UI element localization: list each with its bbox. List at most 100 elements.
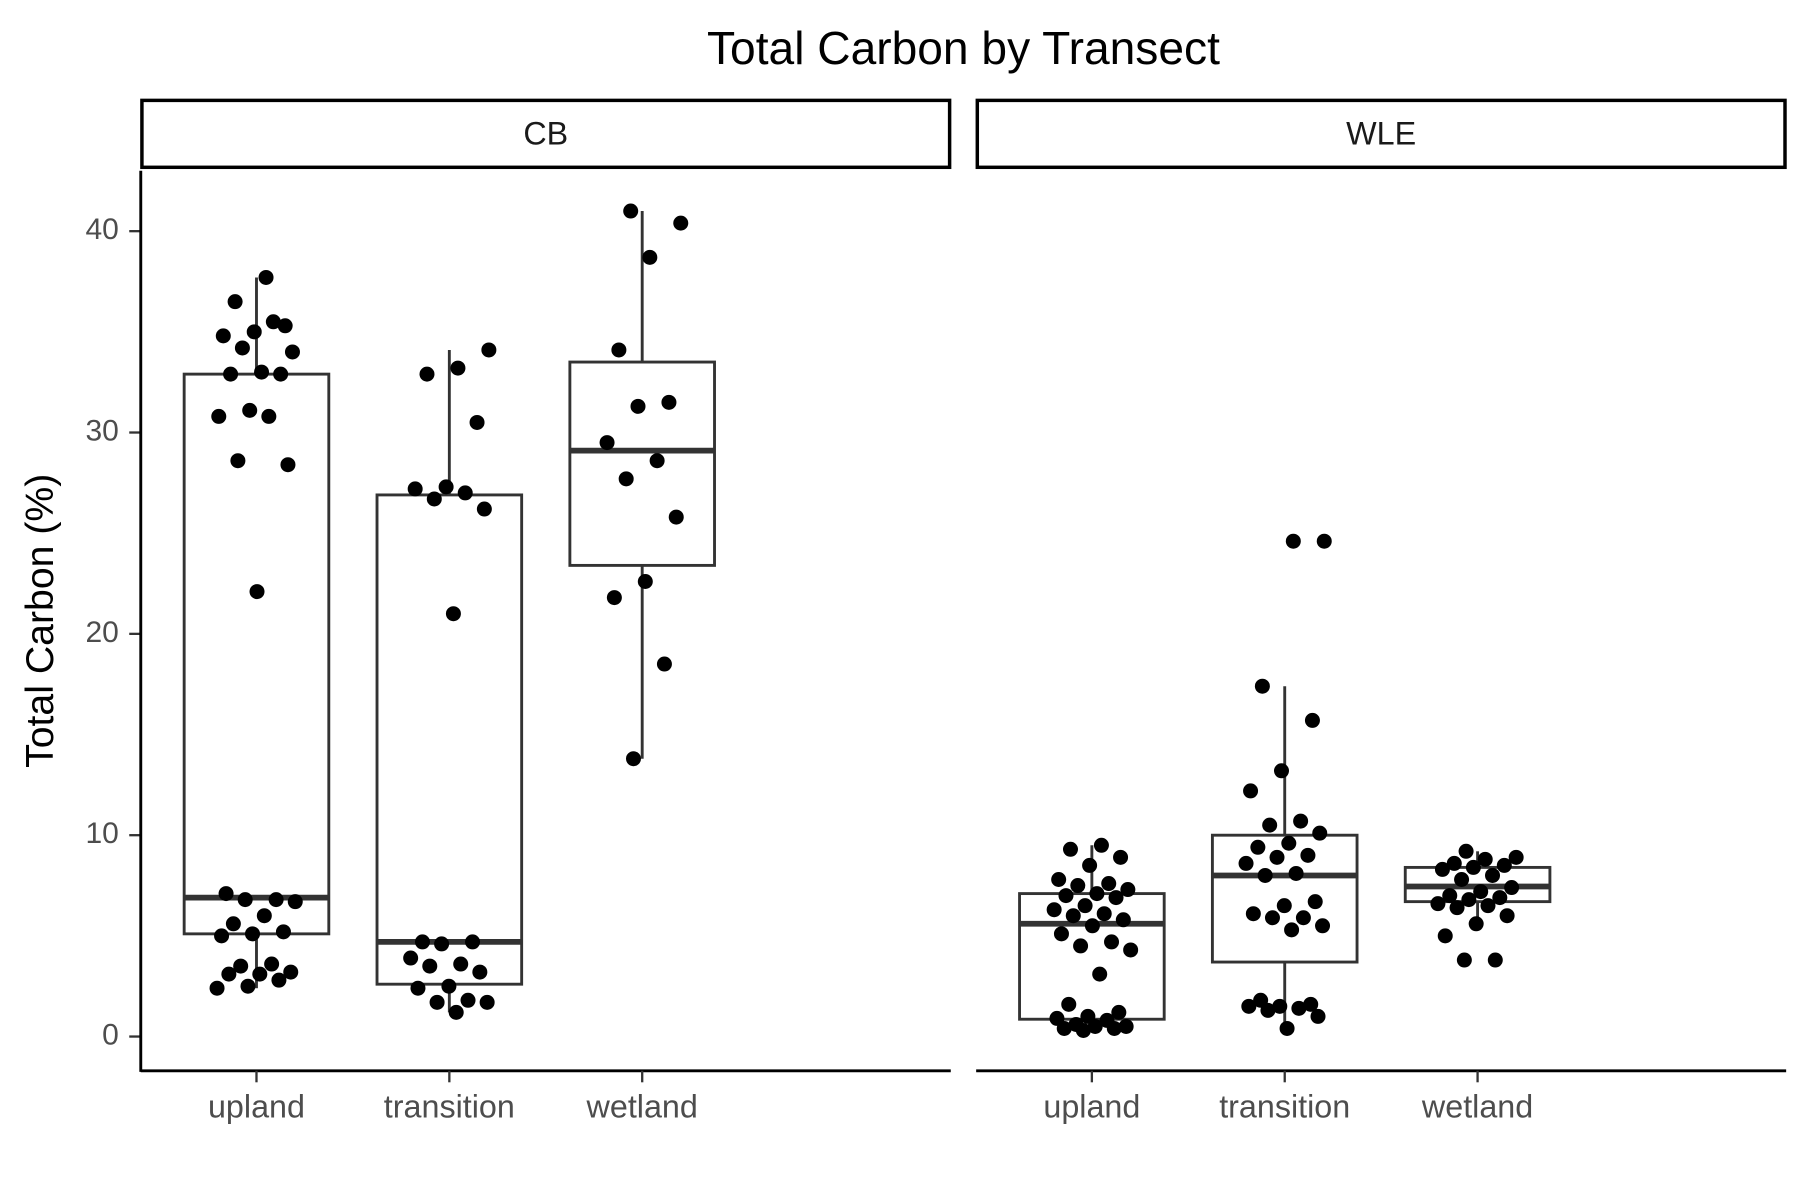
data-point bbox=[1307, 894, 1323, 910]
data-point bbox=[429, 994, 445, 1010]
data-point bbox=[1284, 922, 1300, 938]
data-point bbox=[284, 344, 300, 360]
data-point bbox=[221, 966, 237, 982]
data-point bbox=[1473, 884, 1489, 900]
data-point bbox=[465, 934, 481, 950]
data-point bbox=[1073, 938, 1089, 954]
facet-label: WLE bbox=[1346, 116, 1416, 152]
data-point bbox=[1113, 849, 1129, 865]
y-tick-label: 10 bbox=[85, 817, 118, 850]
data-point bbox=[1104, 934, 1120, 950]
data-point bbox=[1087, 1018, 1103, 1034]
data-point bbox=[1430, 896, 1446, 912]
data-point bbox=[637, 574, 653, 590]
data-point bbox=[261, 408, 277, 424]
data-point bbox=[1496, 857, 1512, 873]
data-point bbox=[287, 894, 303, 910]
x-tick-label: upland bbox=[1043, 1088, 1140, 1124]
data-point bbox=[233, 958, 249, 974]
data-point bbox=[642, 249, 658, 265]
data-point bbox=[277, 318, 293, 334]
data-point bbox=[1437, 928, 1453, 944]
data-point bbox=[264, 956, 280, 972]
data-point bbox=[1096, 906, 1112, 922]
y-axis-label: Total Carbon (%) bbox=[18, 474, 62, 768]
data-point bbox=[1089, 886, 1105, 902]
data-point bbox=[1434, 861, 1450, 877]
data-point bbox=[661, 394, 677, 410]
data-point bbox=[1082, 857, 1098, 873]
data-point bbox=[1465, 859, 1481, 875]
data-point bbox=[242, 402, 258, 418]
data-point bbox=[472, 964, 488, 980]
data-point bbox=[441, 978, 457, 994]
data-point bbox=[606, 590, 622, 606]
data-point bbox=[407, 481, 423, 497]
data-point bbox=[230, 453, 246, 469]
data-point bbox=[1062, 841, 1078, 857]
data-point bbox=[215, 328, 231, 344]
data-point bbox=[1442, 888, 1458, 904]
data-point bbox=[1260, 1002, 1276, 1018]
data-point bbox=[1065, 908, 1081, 924]
data-point bbox=[1316, 533, 1332, 549]
data-point bbox=[426, 491, 442, 507]
data-point bbox=[1257, 867, 1273, 883]
facet-strip bbox=[975, 98, 1787, 170]
data-point bbox=[419, 366, 435, 382]
box bbox=[182, 372, 331, 936]
data-point bbox=[1508, 849, 1524, 865]
data-point bbox=[649, 453, 665, 469]
data-point bbox=[1070, 878, 1086, 894]
data-point bbox=[460, 992, 476, 1008]
data-point bbox=[268, 892, 284, 908]
data-point bbox=[249, 584, 265, 600]
y-tick-label: 40 bbox=[85, 213, 118, 246]
data-point bbox=[252, 966, 268, 982]
data-point bbox=[479, 994, 495, 1010]
data-point bbox=[1101, 876, 1117, 892]
x-tick-label: wetland bbox=[1421, 1088, 1533, 1124]
data-point bbox=[1120, 882, 1136, 898]
y-tick-label: 20 bbox=[85, 616, 118, 649]
data-point bbox=[1118, 1018, 1134, 1034]
data-point bbox=[1461, 892, 1477, 908]
data-point bbox=[1312, 825, 1328, 841]
data-point bbox=[1106, 1020, 1122, 1036]
data-point bbox=[434, 936, 450, 952]
data-point bbox=[625, 751, 641, 767]
data-point bbox=[422, 958, 438, 974]
data-point bbox=[1456, 952, 1472, 968]
data-point bbox=[410, 980, 426, 996]
data-point bbox=[656, 656, 672, 672]
data-point bbox=[256, 908, 272, 924]
y-tick-label: 30 bbox=[85, 414, 118, 447]
data-point bbox=[1264, 910, 1280, 926]
data-point bbox=[1092, 966, 1108, 982]
data-point bbox=[273, 366, 289, 382]
data-point bbox=[1056, 1020, 1072, 1036]
data-point bbox=[673, 215, 689, 231]
x-tick-label: transition bbox=[384, 1088, 515, 1124]
data-point bbox=[453, 956, 469, 972]
box bbox=[375, 493, 524, 986]
data-point bbox=[1454, 871, 1470, 887]
data-point bbox=[1446, 855, 1462, 871]
data-point bbox=[1285, 533, 1301, 549]
data-point bbox=[1272, 998, 1288, 1014]
data-point bbox=[1468, 916, 1484, 932]
data-point bbox=[1093, 837, 1109, 853]
data-point bbox=[630, 398, 646, 414]
data-point bbox=[234, 340, 250, 356]
chart-title: Total Carbon by Transect bbox=[707, 22, 1220, 74]
data-point bbox=[457, 485, 473, 501]
data-point bbox=[1108, 890, 1124, 906]
data-point bbox=[225, 916, 241, 932]
data-point bbox=[1053, 926, 1069, 942]
box bbox=[568, 360, 716, 567]
data-point bbox=[1075, 1023, 1091, 1039]
data-point bbox=[623, 203, 639, 219]
data-point bbox=[1077, 898, 1093, 914]
data-point bbox=[246, 324, 262, 340]
data-point bbox=[1281, 835, 1297, 851]
